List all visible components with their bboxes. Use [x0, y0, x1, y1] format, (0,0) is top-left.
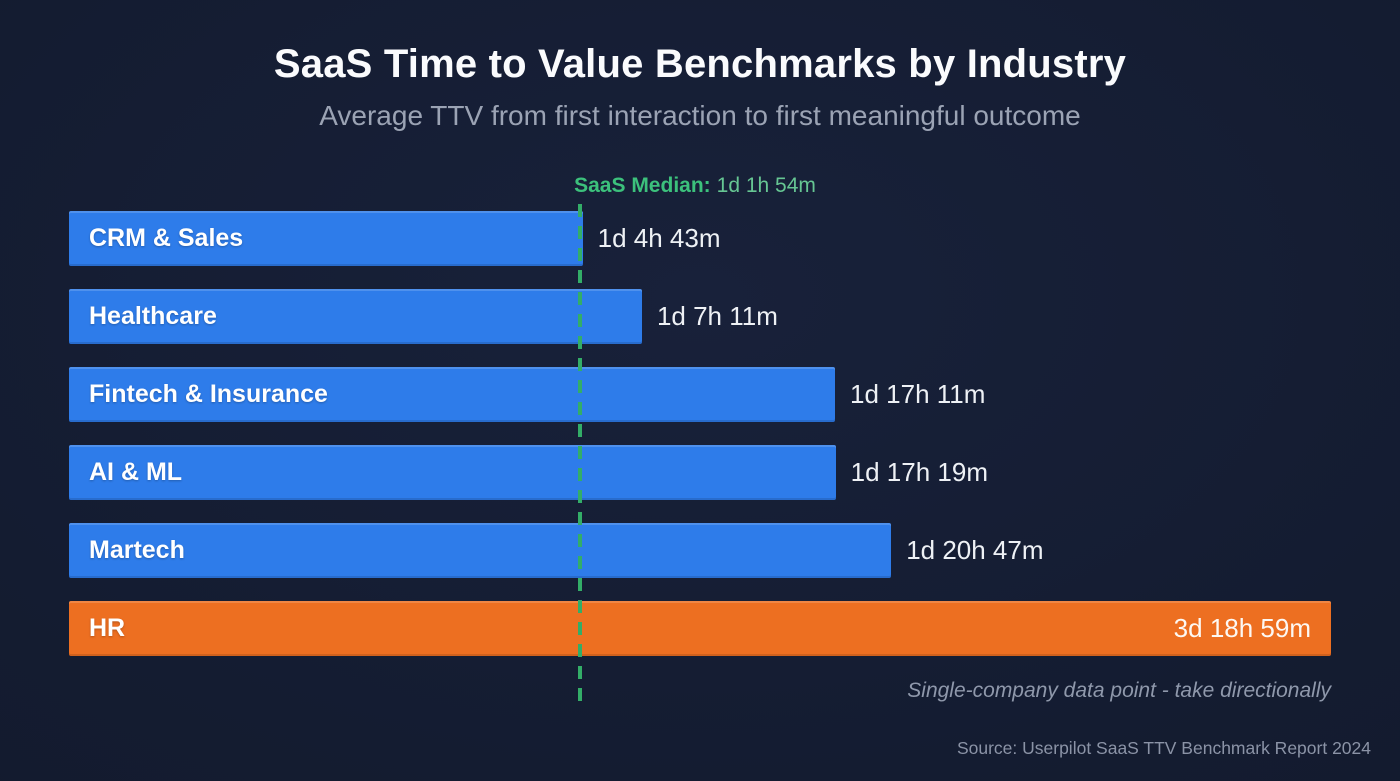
median-reference-line — [578, 204, 583, 707]
bar-label: CRM & Sales — [89, 224, 244, 252]
bar-value: 1d 7h 11m — [656, 301, 778, 331]
bar-value: 1d 4h 43m — [597, 223, 721, 253]
industry-bar: Fintech & Insurance — [69, 367, 836, 422]
source-attribution: Source: Userpilot SaaS TTV Benchmark Rep… — [956, 738, 1371, 758]
chart-row-fintech-insurance: Fintech & Insurance 1d 17h 11m — [69, 367, 1331, 422]
industry-bar: AI & ML — [69, 445, 836, 500]
median-annotation: SaaS Median: 1d 1h 54m — [574, 174, 816, 198]
median-annotation-value: 1d 1h 54m — [716, 174, 816, 197]
industry-bar: Healthcare — [69, 289, 642, 344]
chart-row-hr: HR 3d 18h 59m — [69, 601, 1331, 656]
bar-value: 1d 20h 47m — [906, 535, 1044, 565]
industry-bar: CRM & Sales — [69, 211, 583, 266]
bar-label: Healthcare — [89, 302, 217, 330]
chart-row-crm-sales: CRM & Sales 1d 4h 43m — [69, 211, 1331, 266]
industry-bar-highlighted: HR 3d 18h 59m — [69, 601, 1331, 656]
chart-row-healthcare: Healthcare 1d 7h 11m — [69, 289, 1331, 344]
bar-value: 3d 18h 59m — [1173, 613, 1311, 643]
bar-value: 1d 17h 19m — [850, 457, 988, 487]
bar-value: 1d 17h 11m — [850, 379, 986, 409]
single-company-footnote: Single-company data point - take directi… — [907, 679, 1331, 702]
chart-row-ai-ml: AI & ML 1d 17h 19m — [69, 445, 1331, 500]
bar-label: HR — [89, 614, 126, 642]
bar-label: Martech — [89, 536, 185, 564]
median-annotation-label: SaaS Median: — [574, 174, 711, 197]
chart-title: SaaS Time to Value Benchmarks by Industr… — [273, 42, 1127, 86]
industry-bar: Martech — [69, 523, 892, 578]
chart-row-martech: Martech 1d 20h 47m — [69, 523, 1331, 578]
chart-subtitle: Average TTV from first interaction to fi… — [319, 100, 1081, 131]
bar-label: Fintech & Insurance — [89, 380, 328, 408]
chart-area: SaaS Median: 1d 1h 54m CRM & Sales 1d 4h … — [69, 174, 1331, 707]
bar-label: AI & ML — [89, 458, 183, 486]
